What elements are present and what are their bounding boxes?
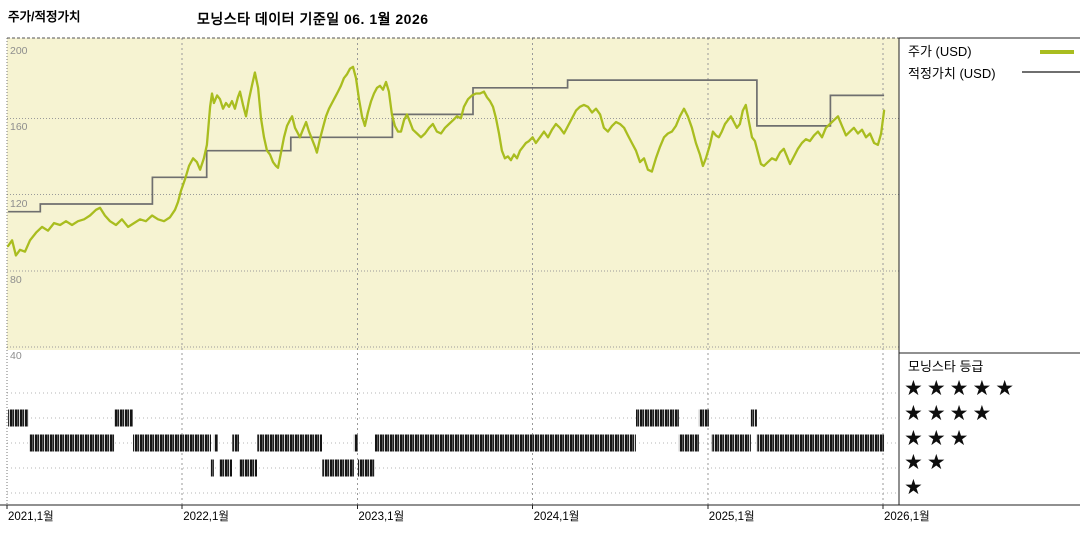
rating-bar-2-star xyxy=(239,459,257,477)
rating-bar-3-star xyxy=(374,434,636,452)
rating-bar-3-star xyxy=(756,434,885,452)
rating-bar-4-star xyxy=(698,409,709,427)
valuation-band xyxy=(7,38,899,350)
rating-bar-3-star xyxy=(29,434,115,452)
rating-bar-4-star xyxy=(636,409,679,427)
rating-bar-3-star xyxy=(133,434,211,452)
rating-bar-2-star xyxy=(322,459,354,477)
rating-bar-3-star xyxy=(678,434,699,452)
rating-bar-4-star xyxy=(8,409,29,427)
rating-bar-2-star xyxy=(210,459,214,477)
rating-bar-3-star xyxy=(257,434,322,452)
rating-bar-3-star xyxy=(213,434,218,452)
rating-bar-4-star xyxy=(750,409,757,427)
rating-bar-2-star xyxy=(219,459,232,477)
price-line xyxy=(6,65,886,257)
rating-bar-3-star xyxy=(353,434,358,452)
rating-bar-3-star xyxy=(232,434,239,452)
fair-value-line xyxy=(8,79,885,213)
rating-bar-2-star xyxy=(357,459,375,477)
rating-bar-3-star xyxy=(711,434,751,452)
rating-bar-4-star xyxy=(114,409,133,427)
